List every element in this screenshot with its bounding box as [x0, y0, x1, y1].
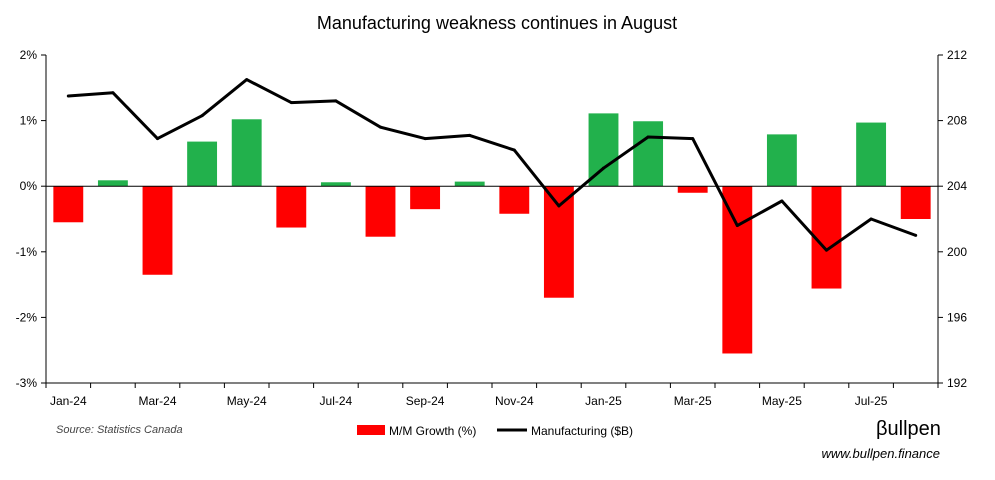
growth-bar [97, 180, 128, 187]
growth-bar [276, 186, 307, 228]
right-axis: 192 196 200 204 208 212 [938, 48, 967, 390]
growth-bar [856, 122, 887, 187]
manufacturing-point [512, 148, 516, 152]
manufacturing-point [557, 204, 561, 208]
x-tick-label: Jul-25 [855, 394, 888, 408]
x-tick-label: Jul-24 [320, 394, 353, 408]
x-tick-label: Jan-24 [50, 394, 87, 408]
manufacturing-point [66, 94, 70, 98]
source-note: Source: Statistics Canada [56, 424, 183, 436]
manufacturing-point [334, 99, 338, 103]
manufacturing-line [68, 78, 917, 252]
manufacturing-point [869, 217, 873, 221]
manufacturing-point [914, 233, 918, 237]
right-tick-label: 192 [947, 376, 967, 390]
growth-bar [320, 182, 351, 187]
manufacturing-point [735, 224, 739, 228]
x-tick-label: May-25 [762, 394, 802, 408]
x-tick-label: May-24 [227, 394, 267, 408]
manufacturing-point [200, 114, 204, 118]
website-link[interactable]: www.bullpen.finance [821, 446, 940, 461]
manufacturing-point [602, 166, 605, 170]
growth-bar [231, 119, 262, 187]
manufacturing-point [423, 137, 427, 141]
manufacturing-point [289, 101, 293, 105]
growth-bar [633, 121, 664, 187]
legend: M/M Growth (%) Manufacturing ($B) [357, 424, 633, 438]
left-tick-label: 2% [20, 48, 38, 62]
growth-bar [365, 186, 396, 237]
left-tick-label: -3% [16, 376, 38, 390]
manufacturing-point [780, 199, 784, 203]
growth-bar [142, 186, 173, 275]
growth-bar [900, 186, 931, 219]
legend-swatch-growth [357, 425, 385, 435]
legend-label-manufacturing: Manufacturing ($B) [531, 424, 633, 438]
left-tick-label: 0% [20, 179, 38, 193]
manufacturing-point [111, 91, 115, 95]
growth-bar [187, 141, 218, 187]
growth-bar [766, 134, 797, 187]
manufacturing-point [468, 133, 472, 137]
growth-bar [499, 186, 530, 214]
right-tick-label: 196 [947, 310, 967, 324]
growth-bar [677, 186, 708, 193]
brand-logo: βullpen [876, 418, 941, 440]
growth-bar [410, 186, 441, 210]
x-tick-label: Sep-24 [406, 394, 445, 408]
left-tick-label: -2% [16, 310, 38, 324]
right-tick-label: 200 [947, 245, 967, 259]
growth-bar [53, 186, 84, 223]
plot-area [45, 55, 939, 384]
right-tick-label: 212 [947, 48, 967, 62]
legend-label-growth: M/M Growth (%) [389, 424, 476, 438]
growth-bar [588, 113, 619, 187]
manufacturing-point [825, 248, 828, 252]
manufacturing-point [646, 135, 650, 139]
left-tick-label: -1% [16, 245, 38, 259]
chart-title: Manufacturing weakness continues in Augu… [317, 13, 677, 33]
manufacturing-point [691, 137, 695, 141]
left-tick-label: 1% [20, 114, 38, 128]
manufacturing-point [379, 125, 382, 129]
manufacturing-point [245, 78, 249, 82]
right-tick-label: 208 [947, 114, 967, 128]
left-axis: -3% -2% -1% 0% 1% 2% [16, 48, 46, 390]
x-tick-label: Jan-25 [585, 394, 622, 408]
x-tick-label: Mar-24 [138, 394, 176, 408]
growth-bar [722, 186, 753, 354]
growth-bar [543, 186, 574, 298]
x-tick-label: Mar-25 [674, 394, 712, 408]
right-tick-label: 204 [947, 179, 967, 193]
x-tick-label: Nov-24 [495, 394, 534, 408]
growth-bar [454, 181, 485, 187]
x-axis: Jan-24 Mar-24 May-24 Jul-24 Sep-24 Nov-24 Jan-… [45, 383, 939, 408]
manufacturing-point [156, 137, 159, 141]
